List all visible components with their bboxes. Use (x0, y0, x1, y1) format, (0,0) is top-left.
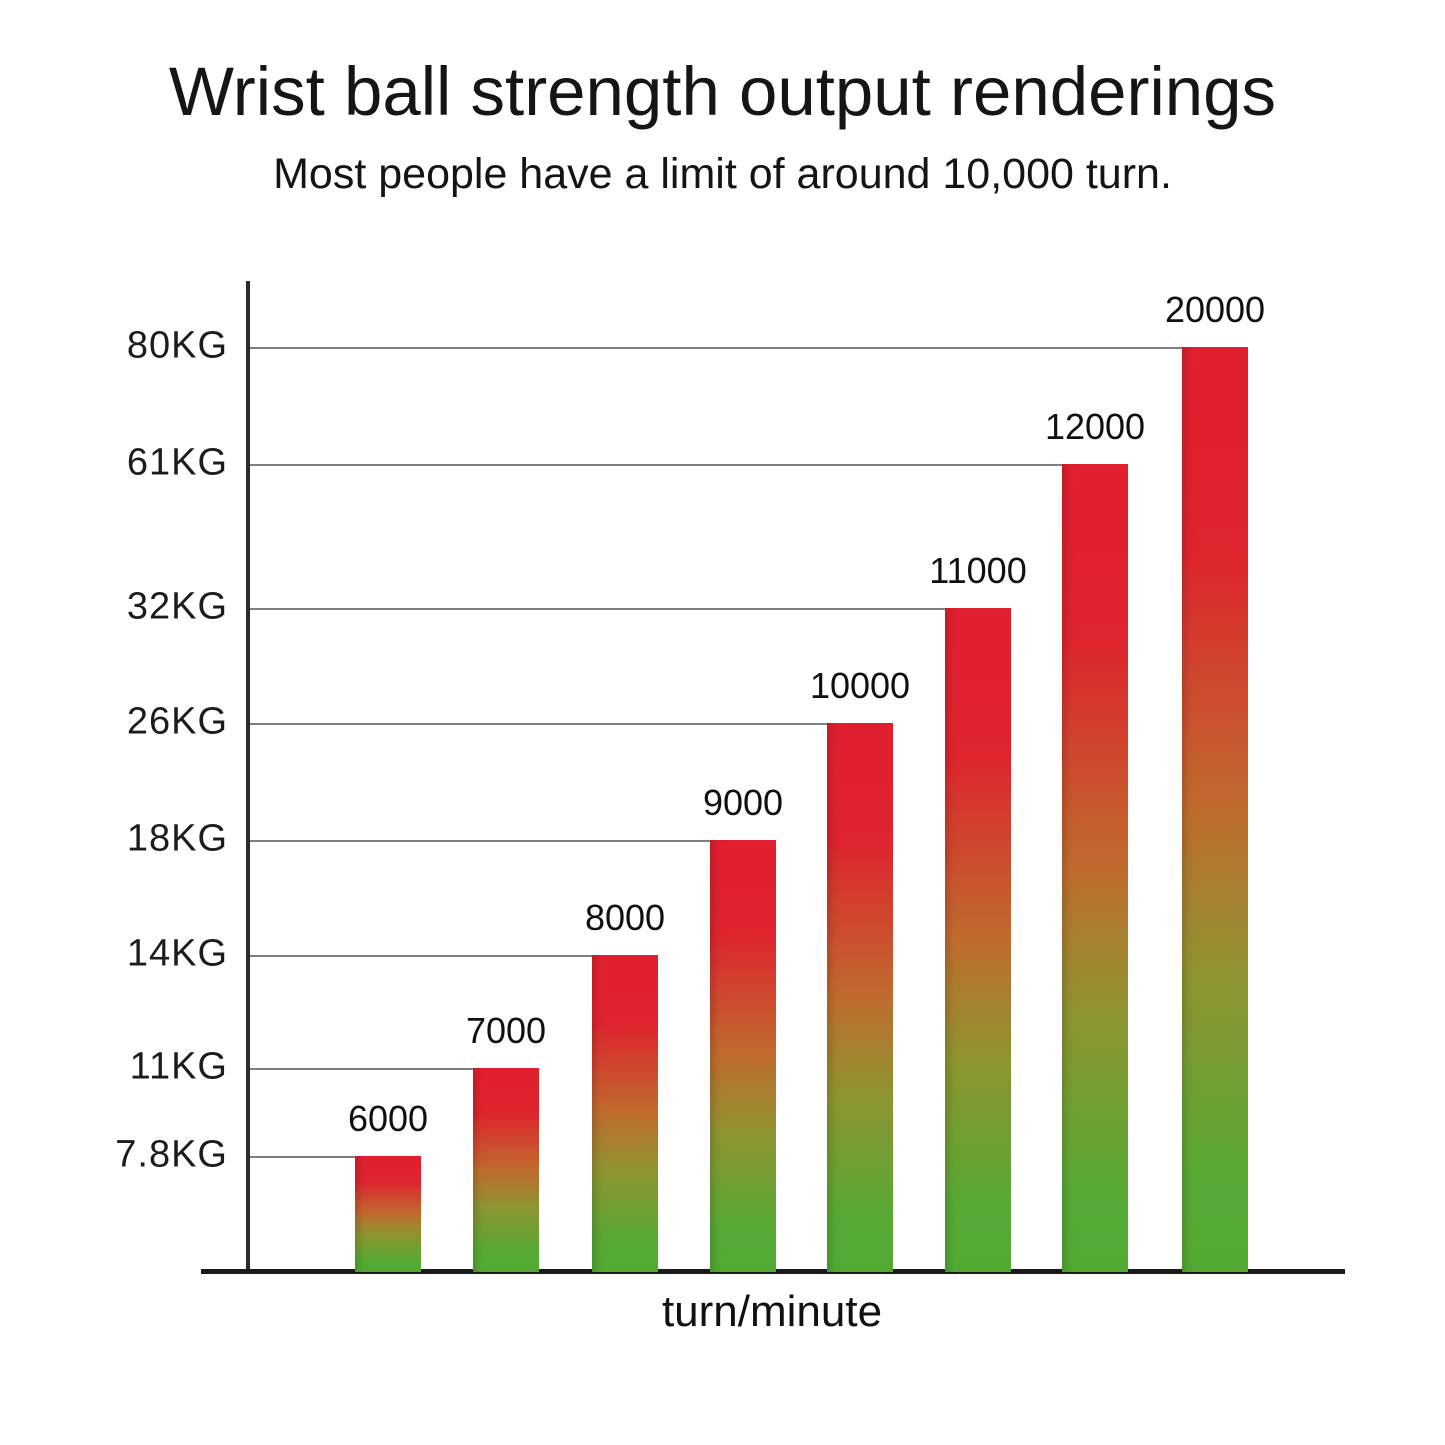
bar (827, 723, 893, 1272)
gridline (250, 955, 592, 957)
y-tick-label: 32KG (126, 585, 228, 628)
bar (710, 840, 776, 1272)
gridline (250, 347, 1182, 349)
gridline (250, 608, 945, 610)
x-axis-label: turn/minute (661, 1287, 883, 1336)
bar (473, 1068, 539, 1272)
bar-value-label: 6000 (347, 1098, 429, 1139)
y-tick-label: 11KG (129, 1045, 228, 1088)
y-tick-label: 80KG (126, 324, 228, 367)
y-tick-label: 26KG (126, 700, 228, 743)
y-tick-label: 7.8KG (115, 1133, 228, 1176)
gridline (250, 1156, 355, 1158)
bar (1182, 347, 1248, 1272)
bar-value-label: 8000 (584, 897, 666, 938)
gridline (250, 723, 827, 725)
bar-value-label: 12000 (1044, 406, 1146, 447)
bar-value-label: 7000 (465, 1010, 547, 1051)
y-tick-label: 14KG (126, 932, 228, 975)
chart-subtitle: Most people have a limit of around 10,00… (273, 150, 1172, 198)
bar-value-label: 9000 (702, 782, 784, 823)
gridline (250, 1068, 473, 1070)
bar (1062, 464, 1128, 1272)
chart-title: Wrist ball strength output renderings (168, 53, 1277, 130)
bar-value-label: 20000 (1164, 289, 1266, 330)
bar (592, 955, 658, 1272)
y-tick-label: 61KG (126, 441, 228, 484)
bar (355, 1156, 421, 1272)
y-axis-line (246, 281, 250, 1272)
bar (945, 608, 1011, 1272)
gridline (250, 840, 710, 842)
bar-value-label: 11000 (929, 550, 1027, 591)
y-tick-label: 18KG (126, 817, 228, 860)
gridline (250, 464, 1062, 466)
bar-value-label: 10000 (809, 665, 911, 706)
